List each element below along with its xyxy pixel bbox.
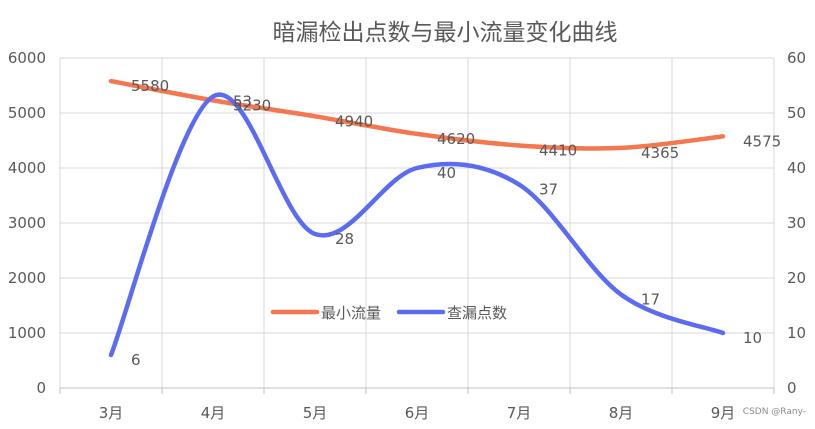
- legend: 最小流量 查漏点数: [270, 304, 507, 322]
- series-lines: [108, 78, 726, 358]
- x-tick-label: 3月: [99, 404, 124, 422]
- x-tick-label: 6月: [405, 404, 430, 422]
- legend-label: 最小流量: [321, 304, 381, 322]
- data-label: 28: [335, 230, 354, 248]
- data-label: 40: [437, 164, 456, 182]
- data-label: 37: [539, 181, 558, 199]
- x-tick-label: 8月: [609, 404, 634, 422]
- axes: 0 0 1000 10 2000 20 3000 30 4000 40 5000 50 6000 60 3月…: [8, 49, 806, 422]
- data-label: 4410: [539, 141, 577, 159]
- chart-title: 暗漏检出点数与最小流量变化曲线: [273, 20, 618, 46]
- watermark-text: CSDN @Rany-: [743, 407, 806, 417]
- data-label: 5580: [131, 77, 169, 95]
- y-right-tick-label: 20: [787, 269, 806, 287]
- series-line-leak-points: [108, 92, 726, 358]
- data-label: 10: [743, 329, 762, 347]
- data-label: 5230: [233, 96, 271, 114]
- y-right-tick-label: 50: [787, 104, 806, 122]
- x-tick-label: 9月: [711, 404, 736, 422]
- y-left-tick-label: 4000: [8, 159, 46, 177]
- y-right-tick-label: 60: [787, 49, 806, 67]
- y-left-tick-label: 3000: [8, 214, 46, 232]
- gridlines: [59, 57, 775, 388]
- x-tick-label: 7月: [507, 404, 532, 422]
- y-left-tick-label: 1000: [8, 324, 46, 342]
- data-label: 6: [131, 351, 141, 369]
- data-label: 17: [641, 291, 660, 309]
- data-label: 4575: [743, 132, 781, 150]
- x-tick-label: 4月: [201, 404, 226, 422]
- data-label: 4365: [641, 144, 679, 162]
- data-label: 4620: [437, 130, 475, 148]
- y-right-tick-label: 30: [787, 214, 806, 232]
- legend-label: 查漏点数: [447, 304, 507, 322]
- data-label: 53: [233, 93, 252, 111]
- data-labels: 5580 5230 4940 4620 4410 4365 4575 6 53 28 40 37 17 1…: [131, 77, 781, 369]
- y-right-tick-label: 40: [787, 159, 806, 177]
- y-right-tick-label: 0: [787, 379, 797, 397]
- data-label: 4940: [335, 112, 373, 130]
- y-right-tick-label: 10: [787, 324, 806, 342]
- x-tick-label: 5月: [303, 404, 328, 422]
- y-left-tick-label: 0: [36, 379, 46, 397]
- y-left-tick-label: 5000: [8, 104, 46, 122]
- y-left-tick-label: 6000: [8, 49, 46, 67]
- y-left-tick-label: 2000: [8, 269, 46, 287]
- series-line-min-flow: [108, 78, 726, 151]
